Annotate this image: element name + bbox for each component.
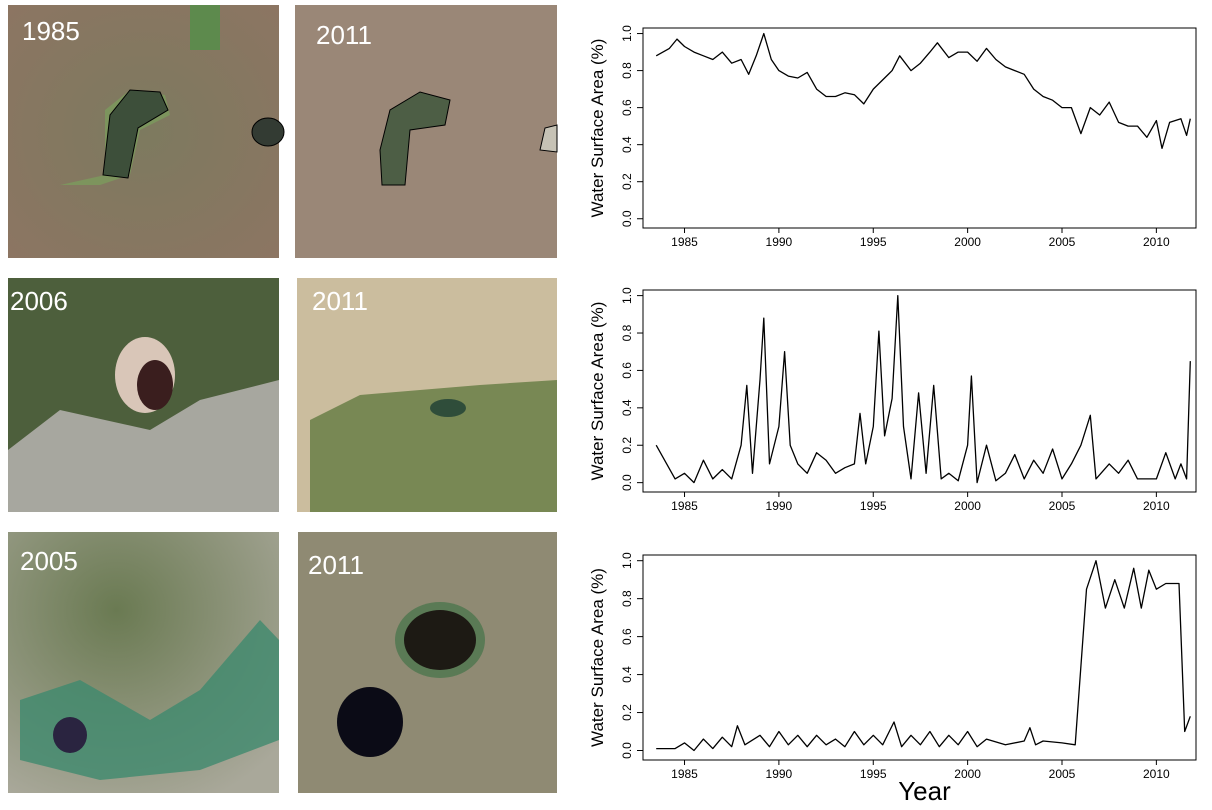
y-tick-label: 0.0 (620, 210, 634, 227)
image-label: 2006 (10, 286, 68, 316)
data-line (655, 294, 1191, 484)
satellite-image: 2005 (8, 532, 279, 793)
plot-frame (642, 289, 1197, 493)
y-tick-label: 0.4 (620, 136, 634, 153)
x-tick-label: 2000 (954, 499, 981, 513)
x-tick-label: 1990 (766, 499, 793, 513)
y-tick-label: 0.6 (620, 99, 634, 116)
satellite-image: 2006 (8, 278, 279, 512)
charts: 0.0 0.2 0.4 0.6 0.8 1.0 1985 1990 1995 2000 2005 20… (588, 25, 1197, 806)
x-tick-label: 2010 (1143, 235, 1170, 249)
x-tick-label: 1995 (860, 767, 887, 781)
satellite-image: 2011 (298, 532, 557, 793)
x-tick-label: 1995 (860, 499, 887, 513)
x-tick-label: 2005 (1049, 767, 1076, 781)
image-label: 2011 (316, 20, 372, 50)
data-line (656, 560, 1191, 752)
x-tick-label: 2005 (1049, 499, 1076, 513)
y-tick-label: 0.8 (620, 62, 634, 79)
satellite-image: 2011 (297, 278, 557, 512)
data-line (655, 32, 1191, 150)
y-tick-label: 1.0 (620, 287, 634, 304)
satellite-image: 2011 (295, 5, 558, 258)
plot-frame (642, 27, 1197, 229)
y-tick-label: 1.0 (620, 25, 634, 42)
x-tick-label: 1995 (860, 235, 887, 249)
x-tick-label: 1990 (766, 235, 793, 249)
y-axis-title: Water Surface Area (%) (588, 302, 607, 481)
y-tick-label: 1.0 (620, 552, 634, 569)
satellite-image: 1985 (8, 5, 285, 258)
y-tick-label: 0.0 (620, 474, 634, 491)
line-chart: 0.0 0.2 0.4 0.6 0.8 1.0 1985 1990 1995 2000 2005 20… (588, 287, 1197, 513)
x-tick-label: 2000 (954, 767, 981, 781)
y-tick-label: 0.8 (620, 324, 634, 341)
x-tick-label: 1985 (671, 499, 698, 513)
y-tick-label: 0.8 (620, 590, 634, 607)
y-tick-label: 0.2 (620, 173, 634, 190)
x-tick-label: 2000 (954, 235, 981, 249)
line-chart: 0.0 0.2 0.4 0.6 0.8 1.0 1985 1990 1995 2000 2005 20… (588, 25, 1197, 249)
y-tick-label: 0.4 (620, 399, 634, 416)
x-tick-label: 1990 (766, 767, 793, 781)
x-tick-label: 2010 (1143, 767, 1170, 781)
y-tick-label: 0.4 (620, 666, 634, 683)
y-axis-title: Water Surface Area (%) (588, 39, 607, 218)
image-label: 2011 (308, 550, 364, 580)
y-tick-label: 0.0 (620, 742, 634, 759)
y-tick-label: 0.2 (620, 704, 634, 721)
x-tick-label: 2005 (1049, 235, 1076, 249)
x-axis-title: Year (898, 776, 951, 805)
image-label: 2005 (20, 546, 78, 576)
image-label: 1985 (22, 16, 80, 46)
x-tick-label: 2010 (1143, 499, 1170, 513)
y-tick-label: 0.2 (620, 437, 634, 454)
x-tick-label: 1985 (671, 767, 698, 781)
y-axis-title: Water Surface Area (%) (588, 568, 607, 747)
y-tick-label: 0.6 (620, 362, 634, 379)
x-tick-label: 1985 (671, 235, 698, 249)
image-label: 2011 (312, 286, 368, 316)
y-tick-label: 0.6 (620, 628, 634, 645)
line-chart: 0.0 0.2 0.4 0.6 0.8 1.0 1985 1990 1995 2000 2005 20… (588, 552, 1197, 806)
